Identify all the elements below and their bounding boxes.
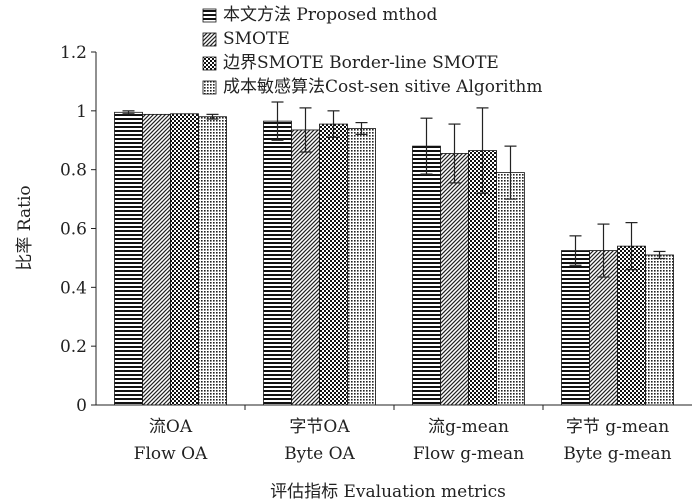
- bar: [561, 250, 590, 406]
- y-axis-label: 比率 Ratio: [15, 185, 35, 270]
- legend-label: 边界SMOTE Border-line SMOTE: [223, 53, 499, 73]
- legend-swatch: [202, 80, 217, 95]
- legend-label: SMOTE: [223, 29, 290, 49]
- bar: [198, 116, 227, 406]
- y-tick-label: 1.2: [60, 43, 87, 63]
- y-tick-label: 1: [76, 102, 87, 122]
- y-tick-label: 0: [76, 396, 87, 416]
- y-tick-label: 0.2: [60, 337, 87, 357]
- x-tick-label-zh: 字节 g-mean: [566, 417, 669, 437]
- x-tick-label-en: Flow OA: [134, 444, 208, 464]
- bar: [347, 128, 376, 406]
- y-tick-label: 0.4: [60, 278, 87, 298]
- bar: [263, 120, 292, 406]
- y-ticks: 0 0.2 0.4 0.6 0.8 1 1.2: [60, 43, 96, 416]
- bar: [412, 145, 441, 406]
- x-tick-label-zh: 字节OA: [289, 417, 350, 437]
- x-tick-label-en: Flow g-mean: [413, 444, 524, 464]
- x-ticks: 流OA Flow OA 字节OA Byte OA 流g-mean Flow g-mean 字…: [134, 405, 672, 464]
- y-tick-label: 0.8: [60, 161, 87, 181]
- x-tick-label-en: Byte OA: [284, 444, 355, 464]
- bar: [142, 113, 171, 406]
- legend-swatch: [202, 56, 217, 71]
- bar: [440, 153, 469, 406]
- y-tick-label: 0.6: [60, 220, 87, 240]
- x-tick-label-zh: 流g-mean: [428, 417, 509, 437]
- error-bars: [122, 101, 666, 278]
- legend-label: 成本敏感算法Cost-sen sitive Algorithm: [223, 77, 542, 97]
- legend-label: 本文方法 Proposed mthod: [223, 5, 438, 25]
- x-tick-label-zh: 流OA: [149, 417, 193, 437]
- legend-swatch: [202, 32, 217, 47]
- bar: [170, 113, 199, 406]
- bar: [496, 172, 525, 406]
- bars: [114, 111, 674, 406]
- legend: 本文方法 Proposed mthod SMOTE 边界SMOTE Border-l…: [202, 5, 542, 97]
- legend-swatch: [202, 8, 217, 23]
- bar: [114, 111, 143, 406]
- bar: [291, 129, 320, 406]
- x-axis-label: 评估指标 Evaluation metrics: [270, 482, 506, 502]
- x-tick-label-en: Byte g-mean: [563, 444, 671, 464]
- bar: [645, 254, 674, 406]
- bar: [319, 123, 348, 406]
